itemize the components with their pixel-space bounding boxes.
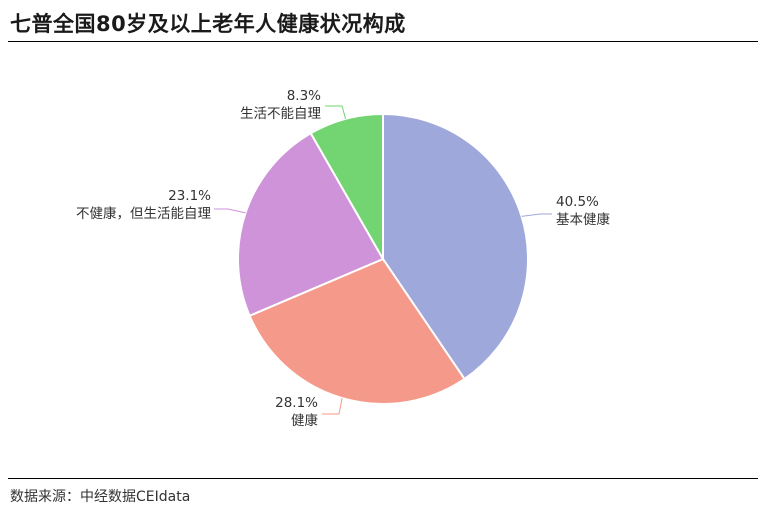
leader-line-1 [521, 213, 552, 217]
slice-3 [237, 131, 385, 318]
slice-category-label-4: 生活不能自理 [240, 106, 321, 122]
slice-value-label-2: 28.1% [275, 395, 318, 411]
slice-1 [382, 112, 529, 381]
slice-value-label-4: 8.3% [287, 88, 321, 104]
slice-category-label-2: 健康 [291, 412, 318, 429]
data-source: 数据来源：中经数据CEIdata [10, 489, 191, 505]
leader-line-4 [325, 105, 347, 120]
slice-4 [309, 112, 384, 263]
chart-title: 七普全国80岁及以上老年人健康状况构成 [10, 12, 406, 36]
slice-value-label-1: 40.5% [556, 194, 599, 210]
pie-slices [237, 112, 529, 405]
footer-divider [8, 478, 758, 479]
title-divider [8, 41, 758, 42]
pie-labels: 40.5%基本健康 28.1%健康 23.1%不健康，但生活能自理 8.3% 生活不能自… [76, 88, 610, 429]
leader-line-3 [214, 208, 246, 214]
slice-value-label-3: 23.1% [168, 188, 211, 204]
slice-category-label-1: 基本健康 [556, 211, 610, 228]
slice-category-label-3: 不健康，但生活能自理 [76, 205, 211, 222]
leader-line-2 [322, 398, 343, 415]
